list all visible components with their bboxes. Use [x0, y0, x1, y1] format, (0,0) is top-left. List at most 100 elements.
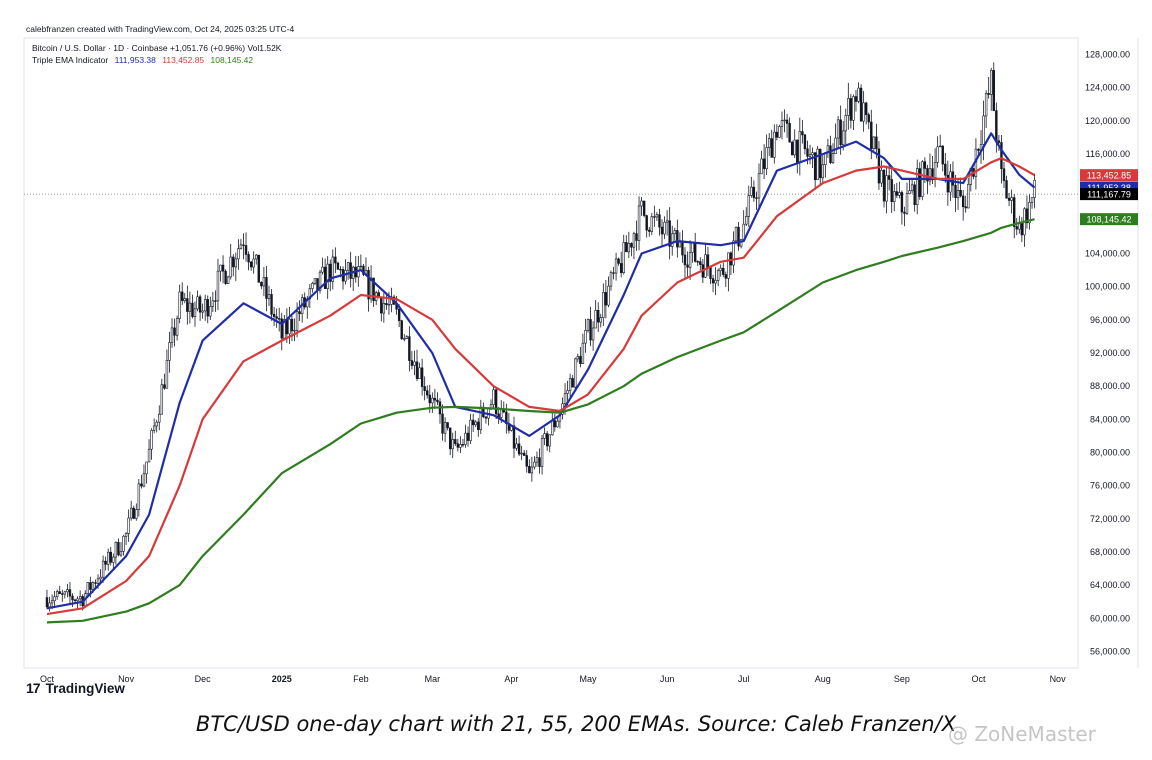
candle-body: [882, 170, 886, 202]
candle: [673, 227, 676, 241]
candle-body: [849, 98, 853, 121]
x-tick-label: Oct: [971, 674, 986, 684]
candle: [474, 420, 477, 428]
candle: [663, 216, 666, 240]
candle: [727, 252, 730, 292]
candle: [262, 266, 266, 297]
candle: [267, 285, 271, 307]
candle: [997, 134, 1001, 152]
candle: [967, 177, 970, 209]
candle: [520, 445, 523, 461]
candle: [482, 402, 485, 419]
candle-body: [272, 314, 276, 317]
candle-body: [821, 164, 824, 179]
candle-body: [410, 360, 414, 366]
candle: [1010, 189, 1013, 214]
candle-body: [875, 136, 878, 150]
candle-body: [152, 425, 156, 431]
candle-body: [397, 308, 401, 321]
candle-body: [773, 131, 776, 158]
candle-body: [768, 138, 771, 148]
candle: [859, 84, 863, 122]
candle-body: [267, 294, 271, 299]
candle-body: [801, 131, 804, 136]
candle: [864, 101, 868, 125]
candle-body: [711, 278, 715, 284]
candle: [706, 246, 710, 277]
candle-body: [1028, 202, 1031, 224]
candle-body: [48, 602, 51, 608]
candle: [63, 590, 67, 599]
candle: [255, 254, 258, 265]
candle-body: [984, 93, 988, 117]
candle-body: [716, 270, 720, 281]
y-tick-label: 76,000.00: [1090, 481, 1130, 491]
candle: [543, 427, 546, 446]
candle: [349, 251, 352, 288]
y-tick-label: 88,000.00: [1090, 381, 1130, 391]
candle: [704, 243, 707, 279]
candle: [854, 89, 858, 112]
candle: [1028, 194, 1031, 230]
candle-body: [484, 416, 488, 419]
candle-body: [862, 102, 865, 122]
candle: [45, 589, 49, 610]
candle: [984, 90, 988, 128]
candle-body: [155, 421, 158, 427]
candle-body: [99, 576, 102, 580]
candle-body: [714, 280, 717, 284]
price-label-bg: [1080, 188, 1138, 201]
candle-body: [627, 243, 631, 253]
candle-body: [739, 239, 743, 247]
candle: [423, 376, 426, 401]
candle-body: [107, 551, 110, 565]
candle-body: [770, 138, 773, 158]
candle-body: [959, 190, 962, 197]
candle: [768, 132, 771, 156]
candle-body: [813, 152, 817, 180]
candle: [477, 418, 480, 437]
candle-body: [275, 316, 278, 319]
x-tick-label: Aug: [815, 674, 831, 684]
candle: [147, 439, 151, 463]
watermark: @ ZoNeMaster: [948, 722, 1096, 746]
candle-body: [163, 384, 166, 389]
candle-body: [533, 461, 536, 468]
candle: [747, 185, 750, 227]
candle-body: [132, 507, 135, 519]
candle: [318, 269, 322, 294]
y-tick-label: 56,000.00: [1090, 646, 1130, 656]
candle: [244, 232, 248, 262]
candle: [691, 241, 694, 263]
y-tick-label: 72,000.00: [1090, 514, 1130, 524]
candle-body: [885, 175, 888, 202]
candle-body: [89, 582, 92, 590]
price-label-text: 113,452.85: [1087, 171, 1131, 181]
candle-body: [693, 242, 697, 262]
candle-body: [436, 399, 439, 403]
candle: [933, 148, 937, 188]
candle-body: [762, 158, 766, 169]
candle: [232, 254, 235, 277]
ema55-legend-value: 113,452.85: [162, 55, 205, 65]
plot-frame: [23, 37, 1079, 669]
candle-body: [214, 300, 217, 302]
candle-body: [798, 131, 802, 163]
candle-body: [622, 242, 625, 273]
candle: [94, 579, 97, 588]
candle-body: [237, 248, 240, 260]
candle: [992, 62, 995, 112]
candle: [479, 399, 483, 435]
candle-body: [543, 433, 546, 439]
candle: [249, 260, 253, 271]
candle: [293, 318, 296, 342]
candle: [359, 254, 363, 270]
candle-body: [517, 443, 521, 455]
candle: [494, 387, 498, 419]
candle: [257, 254, 260, 283]
candle: [112, 553, 115, 570]
candle: [226, 275, 230, 284]
candle-body: [724, 274, 728, 279]
candle: [732, 231, 735, 274]
